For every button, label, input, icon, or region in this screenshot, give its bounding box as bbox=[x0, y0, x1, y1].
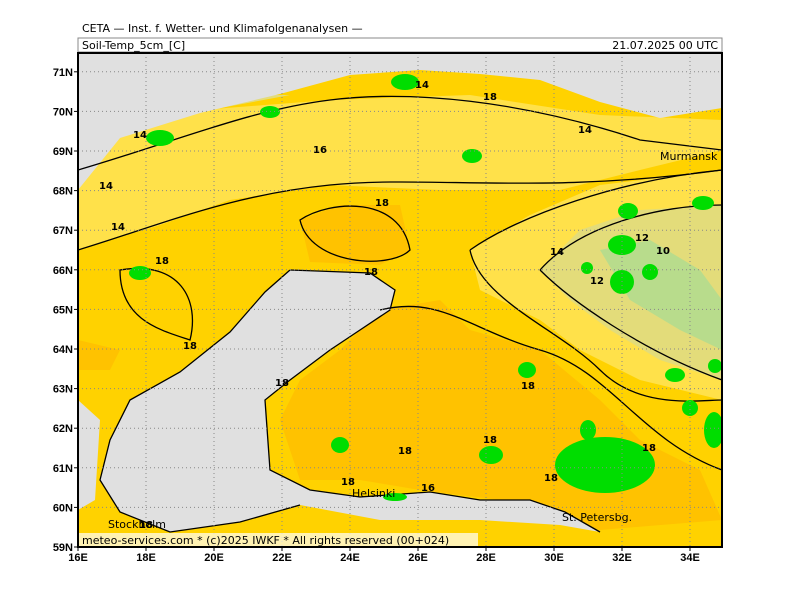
coastline bbox=[264, 269, 601, 533]
contour-label: 18 bbox=[544, 473, 558, 484]
y-tick-label: 69N bbox=[53, 146, 73, 158]
city-label: St. Petersbg. bbox=[562, 511, 632, 524]
sea-west bbox=[78, 400, 100, 510]
contour-line bbox=[299, 205, 411, 262]
band-16 bbox=[78, 95, 722, 250]
x-tick-label: 28E bbox=[476, 552, 496, 564]
coastline bbox=[99, 269, 301, 533]
footer-bg bbox=[78, 533, 478, 547]
x-tick-label: 34E bbox=[680, 552, 700, 564]
band-18-west bbox=[78, 340, 120, 370]
y-tick-label: 59N bbox=[53, 542, 73, 554]
contour-label: 18 bbox=[398, 446, 412, 457]
valid-time: 21.07.2025 00 UTC bbox=[612, 39, 718, 52]
contour-label: 16 bbox=[421, 483, 435, 494]
sea-baltic bbox=[100, 270, 600, 532]
contour-label: 18 bbox=[275, 378, 289, 389]
contour-label: 18 bbox=[155, 256, 169, 267]
contour-label: 12 bbox=[590, 276, 604, 287]
band-18 bbox=[300, 205, 410, 265]
contour-line bbox=[119, 267, 194, 341]
contour-labels: 14 18 14 14 16 14 14 18 18 18 14 12 10 12 18 18 18 18 18 18… bbox=[99, 80, 670, 531]
contour-label: 18 bbox=[642, 443, 656, 454]
contour-label: 14 bbox=[133, 130, 147, 141]
contour-line bbox=[379, 305, 722, 471]
contour-label: 18 bbox=[483, 92, 497, 103]
band-12-east bbox=[600, 240, 722, 350]
map-area: 14 18 14 14 16 14 14 18 18 18 14 12 10 12 18 18 18 18 18 18… bbox=[78, 53, 722, 547]
x-tick-label: 32E bbox=[612, 552, 632, 564]
x-tick-label: 26E bbox=[408, 552, 428, 564]
footer: meteo-services.com * (c)2025 IWKF * All … bbox=[82, 534, 449, 547]
contour-label: 18 bbox=[521, 381, 535, 392]
sea-north bbox=[78, 53, 722, 190]
x-tick-label: 20E bbox=[204, 552, 224, 564]
y-tick-label: 65N bbox=[53, 304, 73, 316]
city-label: Stockholm bbox=[108, 518, 166, 531]
contour-label: 10 bbox=[656, 246, 670, 257]
contour-label: 14 bbox=[111, 222, 125, 233]
map-frame bbox=[77, 52, 723, 548]
y-tick-label: 71N bbox=[53, 67, 73, 79]
contour-label: 14 bbox=[578, 125, 592, 136]
x-tick-label: 18E bbox=[136, 552, 156, 564]
contour-label: 18 bbox=[483, 435, 497, 446]
y-tick-label: 62N bbox=[53, 423, 73, 435]
contour-label: 12 bbox=[635, 233, 649, 244]
contour-label: 14 bbox=[99, 181, 113, 192]
y-tick-label: 61N bbox=[53, 463, 73, 475]
contour-label: 18 bbox=[183, 341, 197, 352]
y-tick-label: 63N bbox=[53, 384, 73, 396]
x-tick-label: 22E bbox=[272, 552, 292, 564]
y-tick-label: 70N bbox=[53, 106, 73, 118]
city-label: Murmansk bbox=[660, 150, 718, 163]
contour-label: 18 bbox=[341, 477, 355, 488]
graticule bbox=[78, 53, 722, 547]
y-tick-label: 68N bbox=[53, 186, 73, 198]
x-tick-label: 24E bbox=[340, 552, 360, 564]
contour-label: 16 bbox=[313, 145, 327, 156]
city-label: Helsinki bbox=[352, 487, 395, 500]
contour-label: 14 bbox=[415, 80, 429, 91]
y-tick-label: 67N bbox=[53, 225, 73, 237]
y-tick-label: 60N bbox=[53, 502, 73, 514]
header-title: CETA — Inst. f. Wetter- und Klimafolgena… bbox=[82, 22, 363, 35]
lakes bbox=[129, 74, 722, 501]
y-tick-label: 64N bbox=[53, 344, 73, 356]
contour-label: 18 bbox=[139, 520, 153, 531]
x-tick-label: 16E bbox=[68, 552, 88, 564]
contour-label: 18 bbox=[364, 267, 378, 278]
field-name: Soil-Temp_5cm_[C] bbox=[82, 39, 185, 52]
contour-label: 18 bbox=[375, 198, 389, 209]
x-tick-label: 30E bbox=[544, 552, 564, 564]
contour-label: 14 bbox=[550, 247, 564, 258]
y-tick-label: 66N bbox=[53, 265, 73, 277]
contour-line bbox=[78, 169, 722, 251]
